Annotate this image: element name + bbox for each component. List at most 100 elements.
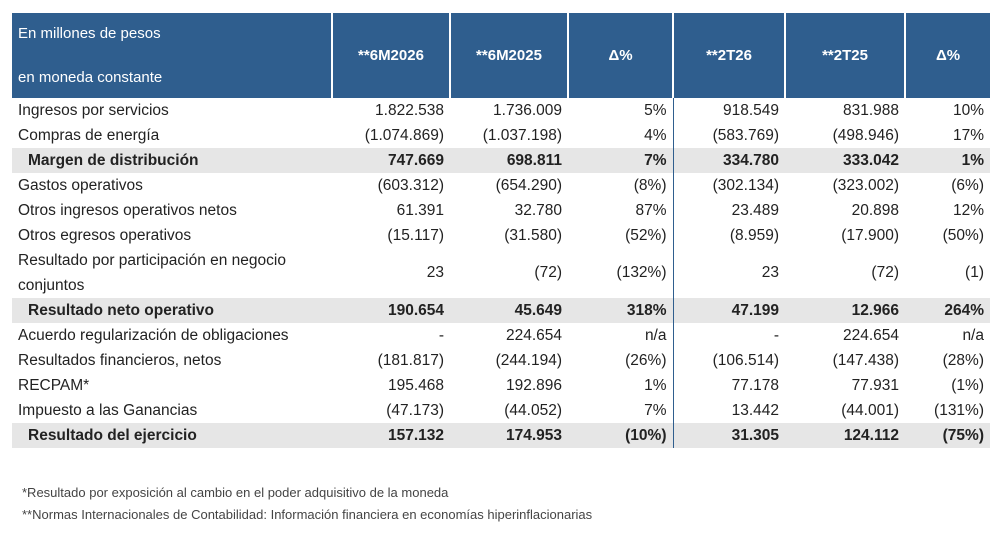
- cell: (8.959): [672, 223, 785, 248]
- cell: 77.178: [672, 373, 785, 398]
- header-col-delta-6m: Δ%: [567, 13, 673, 98]
- cell: (75%): [905, 423, 990, 448]
- cell: (323.002): [832, 176, 899, 194]
- header-col-6m2026: **6M2026: [331, 13, 450, 98]
- cell: (1): [965, 264, 984, 281]
- table-row: Acuerdo regularización de obligaciones -…: [12, 323, 990, 348]
- cell: (47.173): [386, 401, 444, 419]
- cell: (10%): [568, 423, 673, 448]
- total-row: Resultado del ejercicio 157.132 174.953 …: [12, 423, 990, 448]
- cell: 13.442: [672, 398, 785, 423]
- cell: 831.988: [842, 101, 899, 119]
- cell: (147.438): [832, 351, 899, 369]
- footnote-nic: **Normas Internacionales de Contabilidad…: [22, 507, 593, 522]
- row-label: Margen de distribución: [12, 148, 332, 173]
- row-label: Otros egresos operativos: [18, 226, 192, 244]
- cell: 23: [672, 248, 785, 298]
- cell: 17%: [952, 126, 984, 144]
- cell: (72): [534, 264, 562, 281]
- cell: (8%): [633, 176, 667, 194]
- row-label: RECPAM*: [18, 376, 90, 394]
- cell: 1%: [644, 376, 667, 394]
- row-label: Otros ingresos operativos netos: [18, 201, 237, 219]
- cell: 23: [426, 264, 444, 281]
- row-label: Impuesto a las Ganancias: [18, 401, 198, 419]
- table-row: Gastos operativos (603.312) (654.290) (8…: [12, 173, 990, 198]
- cell: n/a: [962, 326, 984, 344]
- cell: (26%): [625, 351, 667, 369]
- cell: (52%): [625, 226, 667, 244]
- row-label: Compras de energía: [18, 126, 160, 144]
- cell: 87%: [635, 201, 667, 219]
- cell: (28%): [942, 351, 984, 369]
- cell: (31.580): [504, 226, 562, 244]
- cell: (498.946): [832, 126, 899, 144]
- cell: 31.305: [672, 423, 785, 448]
- table-row: Resultados financieros, netos (181.817) …: [12, 348, 990, 373]
- cell: (132%): [616, 264, 667, 281]
- cell: (6%): [951, 176, 984, 194]
- cell: 23.489: [672, 198, 785, 223]
- cell: 192.896: [505, 376, 562, 394]
- header-label: En millones de pesos en moneda constante: [12, 13, 332, 98]
- table-row: Impuesto a las Ganancias (47.173) (44.05…: [12, 398, 990, 423]
- table-row: RECPAM* 195.468 192.896 1% 77.178 77.931…: [12, 373, 990, 398]
- table-row: Resultado por participación en negocio c…: [12, 248, 990, 298]
- cell: 45.649: [450, 298, 568, 323]
- header-row: En millones de pesos en moneda constante…: [12, 13, 990, 98]
- cell: 12%: [952, 201, 984, 219]
- header-label-line1: En millones de pesos: [18, 24, 161, 42]
- cell: (50%): [942, 226, 984, 244]
- header-col-6m2025: **6M2025: [449, 13, 568, 98]
- row-label: Resultado del ejercicio: [12, 423, 332, 448]
- cell: 61.391: [396, 201, 444, 219]
- cell: (583.769): [672, 123, 785, 148]
- cell: 5%: [644, 101, 667, 119]
- row-label: Ingresos por servicios: [18, 101, 169, 119]
- row-label: Resultado por participación en negocio c…: [18, 252, 286, 294]
- subtotal-row: Resultado neto operativo 190.654 45.649 …: [12, 298, 990, 323]
- cell: (1%): [951, 376, 984, 394]
- cell: 1.822.538: [375, 101, 444, 119]
- cell: 224.654: [505, 326, 562, 344]
- table-row: Otros ingresos operativos netos 61.391 3…: [12, 198, 990, 223]
- cell: 77.931: [851, 376, 899, 394]
- cell: 1.736.009: [493, 101, 562, 119]
- cell: 1%: [905, 148, 990, 173]
- row-label: Resultados financieros, netos: [18, 351, 222, 369]
- cell: 32.780: [514, 201, 562, 219]
- footnotes: *Resultado por exposición al cambio en e…: [22, 482, 592, 526]
- cell: 20.898: [851, 201, 899, 219]
- cell: 47.199: [672, 298, 785, 323]
- header-label-line2: en moneda constante: [18, 68, 163, 86]
- table-row: Ingresos por servicios 1.822.538 1.736.0…: [12, 98, 990, 123]
- row-label: Resultado neto operativo: [12, 298, 332, 323]
- cell: (302.134): [672, 173, 785, 198]
- cell: (181.817): [377, 351, 444, 369]
- cell: -: [438, 326, 444, 344]
- cell: 12.966: [785, 298, 905, 323]
- cell: 190.654: [332, 298, 450, 323]
- cell: (1.037.198): [482, 126, 562, 144]
- cell: 174.953: [450, 423, 568, 448]
- income-statement-table: En millones de pesos en moneda constante…: [12, 13, 990, 448]
- cell: (654.290): [495, 176, 562, 194]
- cell: (131%): [934, 401, 984, 419]
- cell: (244.194): [495, 351, 562, 369]
- row-label: Acuerdo regularización de obligaciones: [18, 326, 289, 344]
- cell: 224.654: [842, 326, 899, 344]
- cell: 333.042: [785, 148, 905, 173]
- cell: (106.514): [672, 348, 785, 373]
- cell: 10%: [952, 101, 984, 119]
- cell: 318%: [568, 298, 673, 323]
- cell: n/a: [644, 326, 667, 344]
- cell: (44.001): [841, 401, 899, 419]
- header-col-delta-2t: Δ%: [904, 13, 990, 98]
- header-col-2t25: **2T25: [784, 13, 905, 98]
- cell: 4%: [644, 126, 667, 144]
- table-row: Otros egresos operativos (15.117) (31.58…: [12, 223, 990, 248]
- cell: 195.468: [387, 376, 444, 394]
- subtotal-row: Margen de distribución 747.669 698.811 7…: [12, 148, 990, 173]
- cell: 124.112: [785, 423, 905, 448]
- cell: 7%: [568, 148, 673, 173]
